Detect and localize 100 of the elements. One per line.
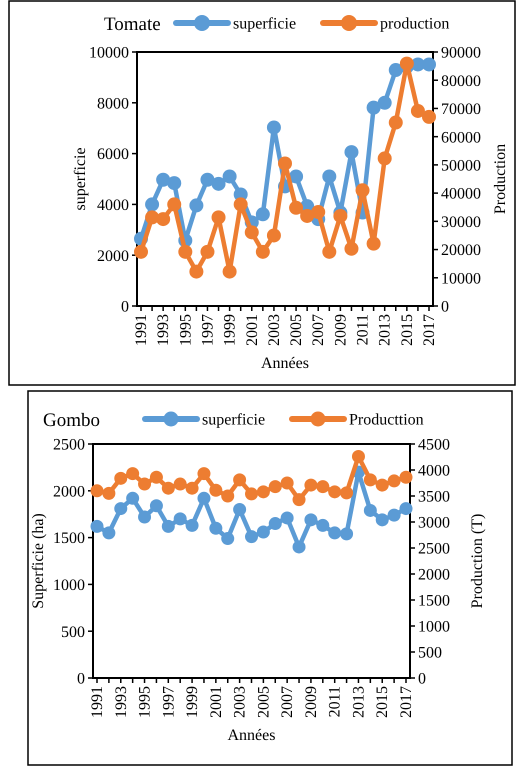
x-axis-title: Années — [261, 355, 309, 372]
y2-tick-label: 50000 — [441, 157, 481, 174]
y2-axis-title: Production (T) — [469, 514, 486, 608]
point — [167, 176, 182, 190]
point — [178, 244, 192, 259]
y-tick-label: 4000 — [97, 197, 129, 214]
x-tick-label: 1995 — [177, 314, 194, 346]
y-tick-label: 2000 — [53, 483, 85, 500]
x-tick-label: 2003 — [232, 686, 249, 718]
x-tick-label: 2005 — [255, 686, 272, 718]
point — [388, 63, 403, 78]
legend-label: production — [380, 16, 450, 33]
y-axis-title: superficie — [72, 147, 89, 211]
y-tick-label: 10000 — [89, 44, 129, 62]
point — [90, 484, 104, 498]
point — [292, 493, 306, 506]
point — [378, 96, 392, 110]
x-tick-label: 2011 — [354, 314, 372, 346]
point — [400, 56, 414, 71]
point — [233, 503, 246, 516]
x-tick-label: 2009 — [332, 314, 350, 346]
point — [256, 485, 270, 498]
point — [364, 504, 377, 517]
point — [162, 520, 175, 533]
point — [356, 183, 370, 198]
point — [114, 502, 128, 516]
point — [162, 482, 175, 495]
point — [316, 480, 330, 494]
x-tick-label: 1993 — [155, 314, 172, 346]
y-tick-label: 8000 — [97, 95, 129, 112]
chart-title: Gombo — [43, 410, 100, 431]
point — [340, 527, 354, 540]
point — [209, 484, 222, 497]
y-tick-label: 6000 — [97, 146, 129, 164]
point — [378, 151, 392, 166]
chart-title: Tomate — [104, 14, 161, 35]
point — [256, 207, 270, 222]
x-tick-label: 1999 — [184, 686, 202, 718]
point — [150, 470, 163, 484]
point — [245, 487, 258, 500]
x-tick-label: 1997 — [160, 686, 178, 718]
y2-tick-label: 3500 — [418, 488, 450, 506]
point — [268, 517, 282, 530]
y2-tick-label: 500 — [418, 644, 442, 662]
point — [278, 156, 292, 170]
point — [189, 198, 204, 212]
y-tick-label: 1500 — [53, 530, 85, 548]
point — [300, 208, 314, 223]
x-tick-label: 1997 — [199, 314, 216, 346]
y-tick-label: 1000 — [53, 577, 85, 594]
point — [388, 474, 401, 488]
point — [304, 513, 318, 526]
x-tick-label: 2007 — [279, 686, 296, 718]
point — [333, 208, 348, 223]
point — [174, 512, 187, 526]
y2-tick-label: 10000 — [441, 270, 481, 288]
x-tick-label: 2013 — [350, 686, 368, 718]
point — [366, 100, 381, 115]
point — [376, 513, 389, 526]
point — [245, 530, 258, 544]
y2-tick-label: 4000 — [418, 462, 450, 480]
point — [280, 511, 294, 524]
point — [388, 116, 403, 130]
point — [209, 522, 222, 535]
y2-axis-title: Production — [492, 144, 509, 214]
x-tick-label: 2015 — [374, 686, 392, 718]
point — [256, 525, 270, 538]
y2-tick-label: 1000 — [418, 618, 450, 636]
point — [221, 490, 234, 502]
point — [174, 478, 187, 491]
y2-tick-label: 80000 — [441, 72, 481, 90]
point — [388, 508, 401, 522]
point — [322, 169, 336, 184]
y-tick-label: 500 — [61, 624, 85, 641]
point — [328, 485, 342, 498]
point — [376, 478, 389, 492]
x-tick-label: 2017 — [398, 686, 415, 718]
y2-tick-label: 30000 — [441, 214, 481, 231]
point — [292, 540, 306, 554]
x-tick-label: 1993 — [112, 686, 130, 718]
point — [102, 486, 116, 500]
point — [212, 176, 226, 191]
point — [197, 467, 210, 480]
x-tick-label: 2011 — [326, 686, 344, 718]
point — [114, 472, 128, 485]
point — [200, 244, 214, 259]
x-tick-label: 2013 — [376, 314, 394, 346]
point — [316, 518, 330, 532]
point — [156, 172, 170, 187]
point — [145, 197, 160, 212]
point — [221, 532, 234, 546]
x-tick-label: 2017 — [421, 314, 438, 346]
x-tick-label: 1991 — [89, 686, 106, 718]
point — [304, 478, 318, 492]
x-tick-label: 1995 — [136, 686, 154, 718]
point — [186, 482, 199, 495]
y2-tick-label: 60000 — [441, 129, 481, 146]
x-axis-title: Années — [228, 727, 276, 744]
y2-tick-label: 3000 — [418, 514, 450, 532]
x-tick-label: 2007 — [310, 314, 328, 346]
